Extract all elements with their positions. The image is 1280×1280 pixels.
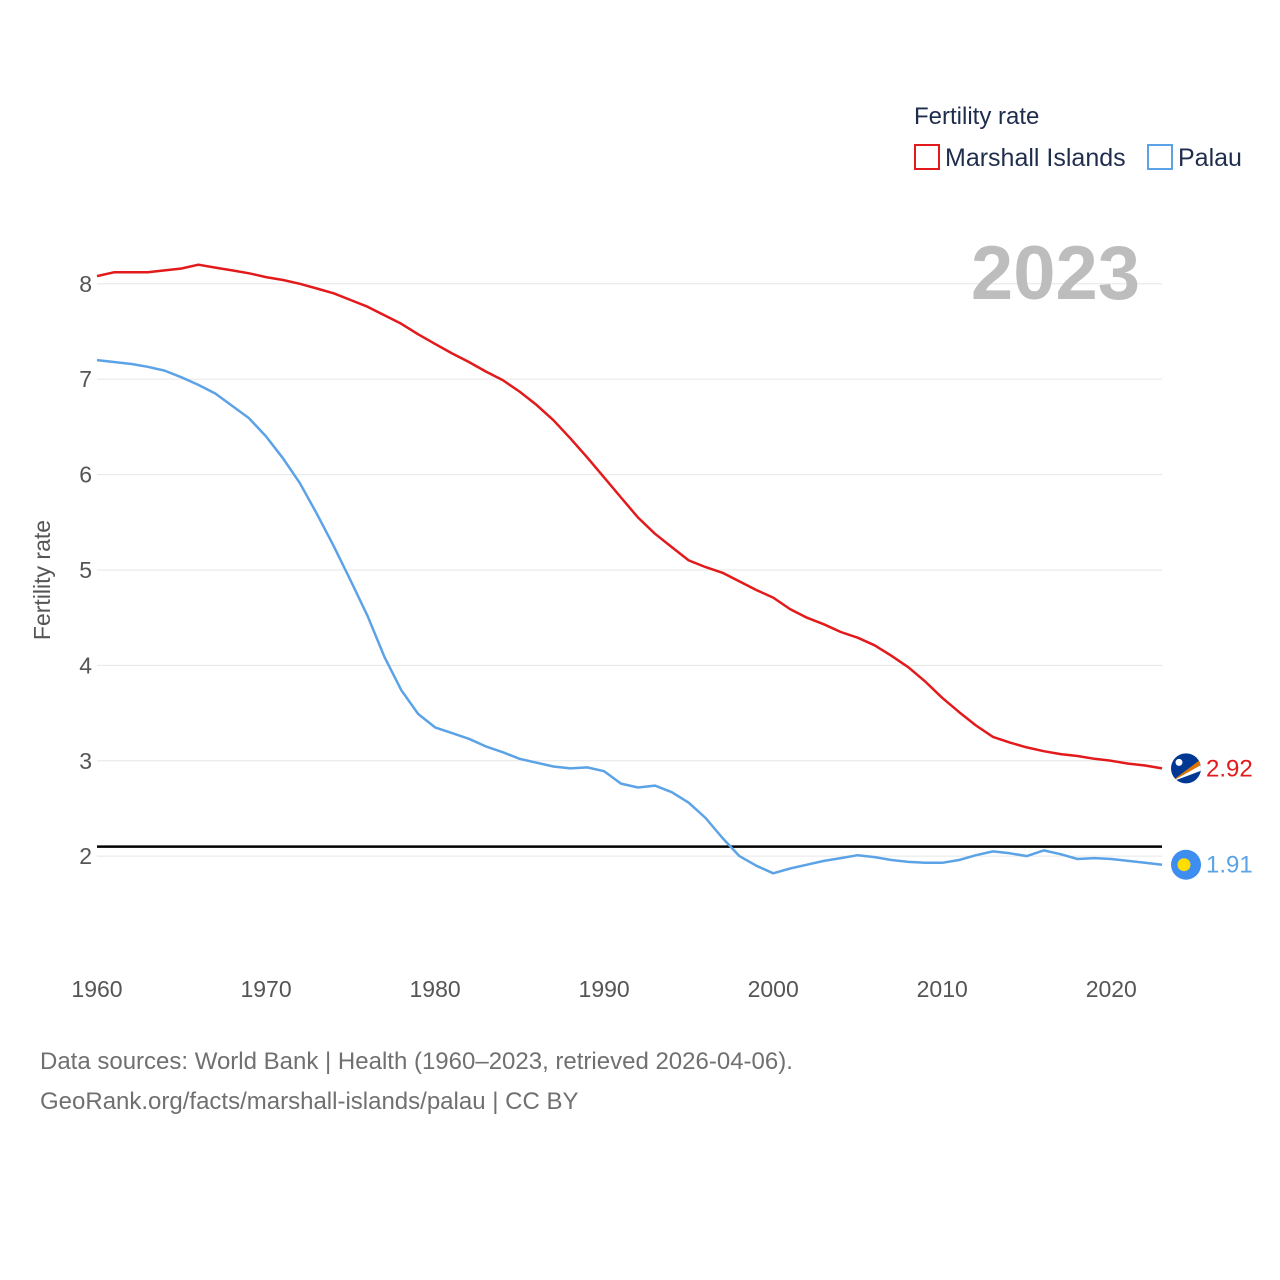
end-value-label-marshall-islands: 2.92 [1206,755,1253,782]
y-tick-label: 4 [79,652,92,678]
palau-flag-icon [1171,849,1201,880]
legend: Fertility rate Marshall Islands Palau [914,103,1242,172]
grid-lines [97,283,1162,857]
attribution-link[interactable]: GeoRank.org/facts/marshall-islands/palau… [40,1088,579,1115]
x-tick-label: 1990 [579,976,630,1002]
y-tick-label: 7 [79,366,92,392]
x-tick-label: 1960 [71,976,122,1002]
x-tick-label: 2020 [1086,976,1137,1002]
y-tick-label: 6 [79,462,92,488]
y-tick-label: 5 [79,557,92,583]
series-line-marshall-islands [96,263,1163,770]
y-axis-ticks: 2 3 4 5 6 7 8 [79,271,92,869]
x-tick-label: 1970 [240,976,291,1002]
y-axis-label: Fertility rate [29,520,55,640]
footer: Data sources: World Bank | Health (1960–… [40,1042,793,1122]
y-tick-label: 2 [79,843,92,869]
marshall-islands-flag-icon [1171,753,1201,784]
year-overlay: 2023 [971,231,1140,316]
x-tick-label: 1980 [410,976,461,1002]
legend-label-marshall-islands[interactable]: Marshall Islands [945,144,1126,172]
end-value-label-palau: 1.91 [1206,852,1253,879]
legend-title: Fertility rate [914,103,1039,130]
series-line-palau [96,358,1163,875]
legend-label-palau[interactable]: Palau [1178,144,1242,172]
legend-swatch-palau[interactable] [1147,144,1173,170]
x-axis-ticks: 1960 1970 1980 1990 2000 2010 2020 [71,976,1136,1002]
y-tick-label: 3 [79,748,92,774]
x-tick-label: 2000 [748,976,799,1002]
y-tick-label: 8 [79,271,92,297]
data-source-note: Data sources: World Bank | Health (1960–… [40,1048,793,1075]
x-tick-label: 2010 [917,976,968,1002]
legend-swatch-marshall-islands[interactable] [914,144,940,170]
